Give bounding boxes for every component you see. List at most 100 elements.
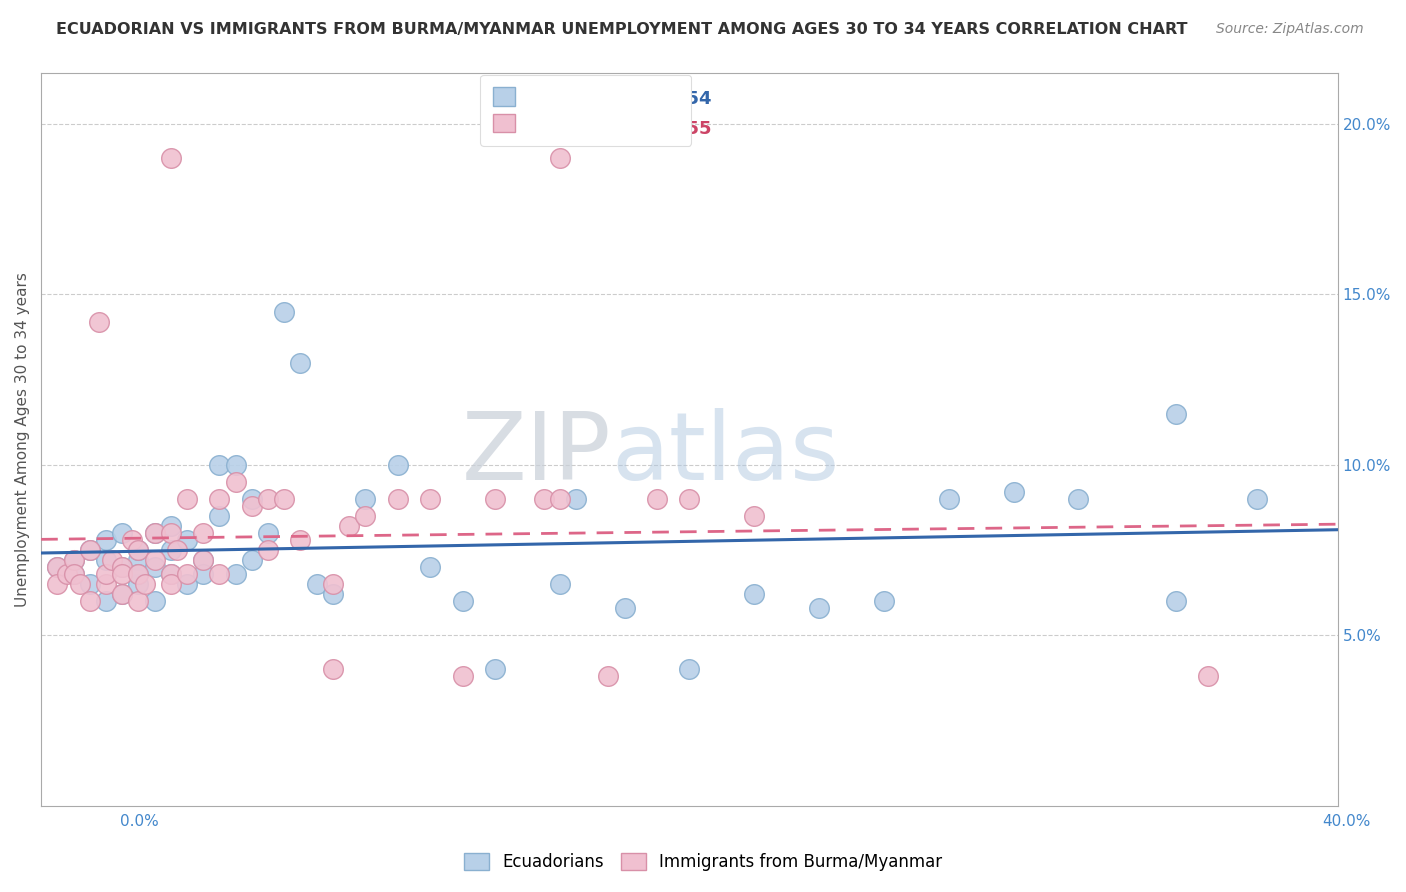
Text: atlas: atlas	[612, 408, 839, 500]
Legend: Ecuadorians, Immigrants from Burma/Myanmar: Ecuadorians, Immigrants from Burma/Myanm…	[456, 845, 950, 880]
Text: R = 0.153: R = 0.153	[515, 90, 605, 108]
Point	[742, 508, 765, 523]
Text: N = 55: N = 55	[644, 120, 711, 137]
Point	[127, 594, 149, 608]
Point	[143, 553, 166, 567]
Point	[121, 533, 143, 547]
Point	[533, 491, 555, 506]
Point	[225, 566, 247, 581]
Point	[225, 458, 247, 472]
Point	[387, 458, 409, 472]
Point	[176, 533, 198, 547]
Point	[56, 566, 79, 581]
Point	[46, 577, 69, 591]
Point	[62, 553, 84, 567]
Point	[419, 560, 441, 574]
Point	[79, 577, 101, 591]
Point	[127, 566, 149, 581]
Point	[322, 662, 344, 676]
Point	[127, 543, 149, 558]
Point	[111, 560, 134, 574]
Point	[143, 526, 166, 541]
Point	[257, 526, 280, 541]
Point	[193, 526, 215, 541]
Point	[208, 491, 231, 506]
Point	[94, 577, 117, 591]
Point	[873, 594, 896, 608]
Point	[273, 304, 295, 318]
Point	[193, 553, 215, 567]
Point	[176, 566, 198, 581]
Y-axis label: Unemployment Among Ages 30 to 34 years: Unemployment Among Ages 30 to 34 years	[15, 272, 30, 607]
Point	[305, 577, 328, 591]
Point	[598, 669, 620, 683]
Text: 0.0%: 0.0%	[120, 814, 159, 829]
Legend:                           ,                           : ,	[481, 75, 692, 146]
Point	[322, 587, 344, 601]
Point	[143, 560, 166, 574]
Point	[548, 151, 571, 165]
Point	[94, 594, 117, 608]
Point	[565, 491, 588, 506]
Point	[94, 566, 117, 581]
Point	[127, 543, 149, 558]
Point	[354, 508, 377, 523]
Point	[159, 566, 181, 581]
Point	[143, 594, 166, 608]
Point	[79, 594, 101, 608]
Point	[159, 543, 181, 558]
Point	[1197, 669, 1219, 683]
Text: ZIP: ZIP	[463, 408, 612, 500]
Text: 40.0%: 40.0%	[1323, 814, 1371, 829]
Point	[94, 553, 117, 567]
Point	[808, 601, 831, 615]
Point	[79, 543, 101, 558]
Text: N = 54: N = 54	[644, 90, 711, 108]
Point	[89, 315, 111, 329]
Point	[257, 543, 280, 558]
Point	[678, 662, 700, 676]
Point	[613, 601, 636, 615]
Point	[742, 587, 765, 601]
Point	[94, 533, 117, 547]
Point	[451, 669, 474, 683]
Point	[645, 491, 668, 506]
Point	[159, 566, 181, 581]
Text: Source: ZipAtlas.com: Source: ZipAtlas.com	[1216, 22, 1364, 37]
Point	[678, 491, 700, 506]
Point	[419, 491, 441, 506]
Text: R = 0.159: R = 0.159	[515, 120, 605, 137]
Point	[484, 662, 506, 676]
Point	[159, 577, 181, 591]
Point	[79, 543, 101, 558]
Point	[938, 491, 960, 506]
Point	[337, 519, 360, 533]
Point	[176, 577, 198, 591]
Point	[193, 566, 215, 581]
Point	[159, 526, 181, 541]
Point	[451, 594, 474, 608]
Point	[1002, 485, 1025, 500]
Point	[1164, 407, 1187, 421]
Point	[548, 577, 571, 591]
Point	[143, 526, 166, 541]
Point	[62, 566, 84, 581]
Point	[193, 553, 215, 567]
Point	[111, 560, 134, 574]
Point	[46, 560, 69, 574]
Point	[101, 553, 124, 567]
Point	[240, 491, 263, 506]
Point	[257, 491, 280, 506]
Point	[1067, 491, 1090, 506]
Point	[208, 508, 231, 523]
Point	[159, 519, 181, 533]
Point	[46, 560, 69, 574]
Point	[134, 577, 156, 591]
Point	[127, 553, 149, 567]
Point	[290, 356, 312, 370]
Text: ECUADORIAN VS IMMIGRANTS FROM BURMA/MYANMAR UNEMPLOYMENT AMONG AGES 30 TO 34 YEA: ECUADORIAN VS IMMIGRANTS FROM BURMA/MYAN…	[56, 22, 1188, 37]
Point	[166, 543, 188, 558]
Point	[111, 566, 134, 581]
Point	[240, 499, 263, 513]
Point	[127, 566, 149, 581]
